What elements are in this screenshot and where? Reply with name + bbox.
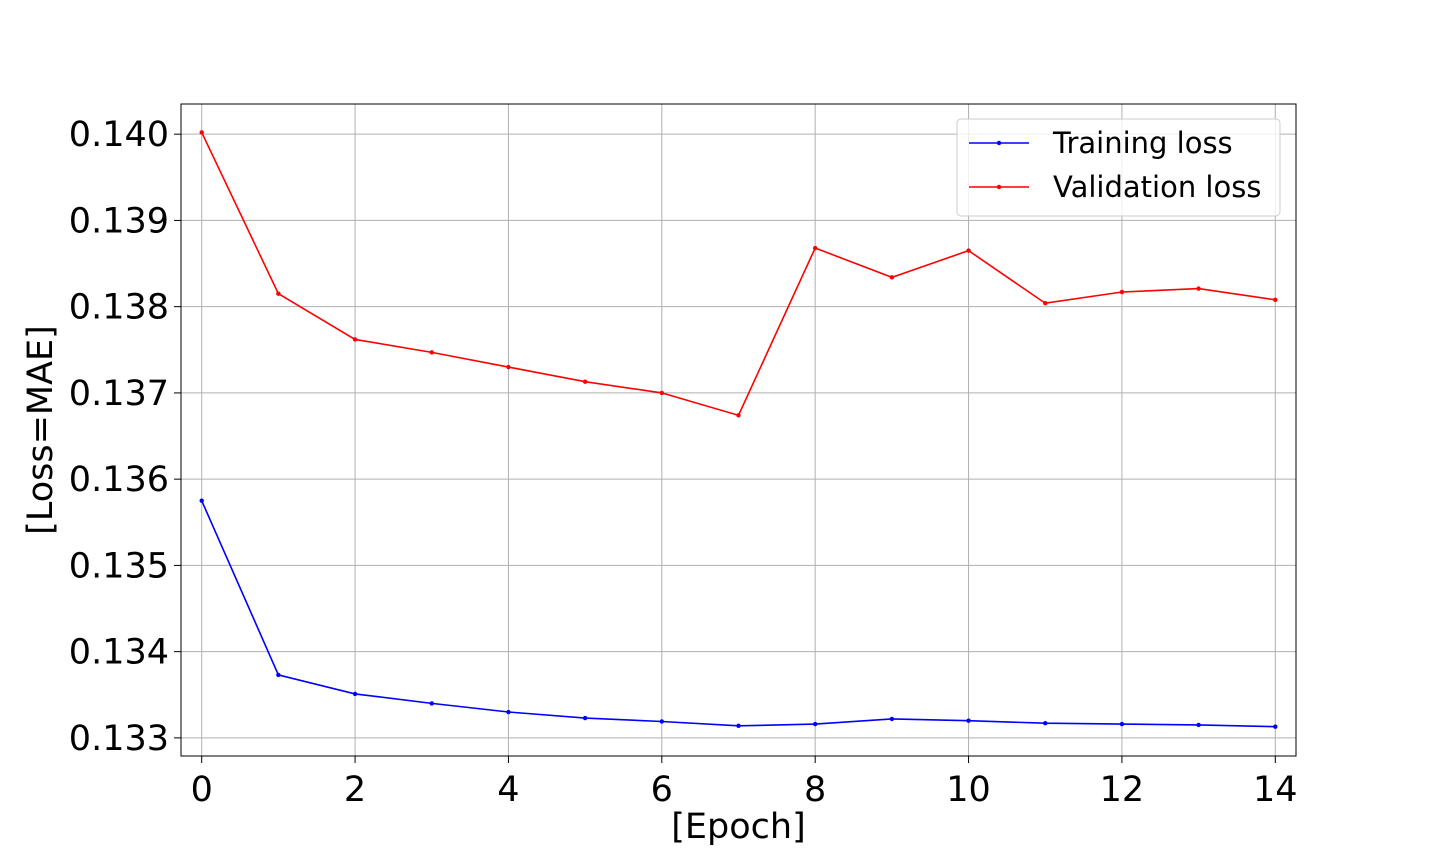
y-axis-label: [Loss=MAE] xyxy=(21,325,61,535)
validation-loss-series xyxy=(199,130,1278,418)
x-tick-label: 10 xyxy=(946,770,991,810)
validation-loss-point xyxy=(1196,286,1201,291)
x-tick-label: 8 xyxy=(804,770,826,810)
training-loss-point xyxy=(506,709,511,715)
training-loss-point xyxy=(1119,721,1125,727)
ticks: 0 2 4 6 8 10 12 14 0.133 0.134 0.135 0.136 0.137 0.13… xyxy=(69,115,1298,810)
training-loss-point xyxy=(812,721,818,727)
x-tick-label: 0 xyxy=(191,770,213,810)
validation-loss-point xyxy=(812,245,818,251)
validation-loss-point xyxy=(966,248,971,253)
validation-loss-point xyxy=(1119,289,1125,295)
training-loss-point xyxy=(659,719,665,724)
y-tick-label: 0.138 xyxy=(69,288,169,328)
training-loss-point xyxy=(352,691,358,697)
y-tick-label: 0.136 xyxy=(69,460,169,500)
training-loss-point xyxy=(1196,722,1201,728)
validation-loss-point xyxy=(276,291,281,296)
x-axis-label: [Epoch] xyxy=(671,807,805,847)
validation-loss-point xyxy=(506,364,511,370)
y-tick-label: 0.134 xyxy=(69,633,169,673)
training-loss-point xyxy=(429,701,434,706)
y-tick-label: 0.133 xyxy=(69,719,169,759)
y-tick-label: 0.139 xyxy=(69,201,169,241)
validation-loss-point xyxy=(429,350,434,355)
validation-loss-point xyxy=(1273,297,1278,302)
training-loss-point xyxy=(966,718,971,723)
training-loss-point xyxy=(736,723,741,729)
y-tick-label: 0.137 xyxy=(69,374,169,414)
y-tick-label: 0.140 xyxy=(69,115,169,155)
validation-loss-point xyxy=(889,275,895,280)
validation-loss-point xyxy=(352,337,358,342)
validation-loss-point xyxy=(659,390,665,396)
validation-loss-legend-label: Validation loss xyxy=(1053,170,1261,204)
y-tick-label: 0.135 xyxy=(69,546,169,586)
training-loss-point xyxy=(1273,724,1278,729)
validation-loss-point xyxy=(199,130,204,135)
validation-loss-point xyxy=(1043,301,1048,306)
plot-frame xyxy=(180,103,1297,757)
training-loss-series xyxy=(199,498,1278,729)
legend-box xyxy=(956,118,1281,217)
validation-loss-point xyxy=(582,379,588,384)
training-loss-point xyxy=(1043,721,1048,726)
legend: Training loss Validation loss xyxy=(956,118,1281,217)
training-loss-point xyxy=(582,715,588,721)
training-loss-point xyxy=(199,498,204,503)
training-loss-point xyxy=(889,716,895,722)
training-loss-legend-label: Training loss xyxy=(1052,126,1233,160)
x-tick-label: 14 xyxy=(1253,770,1298,810)
x-tick-label: 6 xyxy=(651,770,673,810)
series-layer xyxy=(199,130,1278,729)
training-loss-point xyxy=(276,672,281,678)
validation-loss-legend-marker xyxy=(996,184,1002,190)
x-tick-label: 12 xyxy=(1100,770,1145,810)
x-tick-label: 4 xyxy=(497,770,519,810)
training-loss-legend-marker xyxy=(996,140,1002,146)
x-tick-label: 2 xyxy=(344,770,366,810)
validation-loss-point xyxy=(736,413,741,418)
